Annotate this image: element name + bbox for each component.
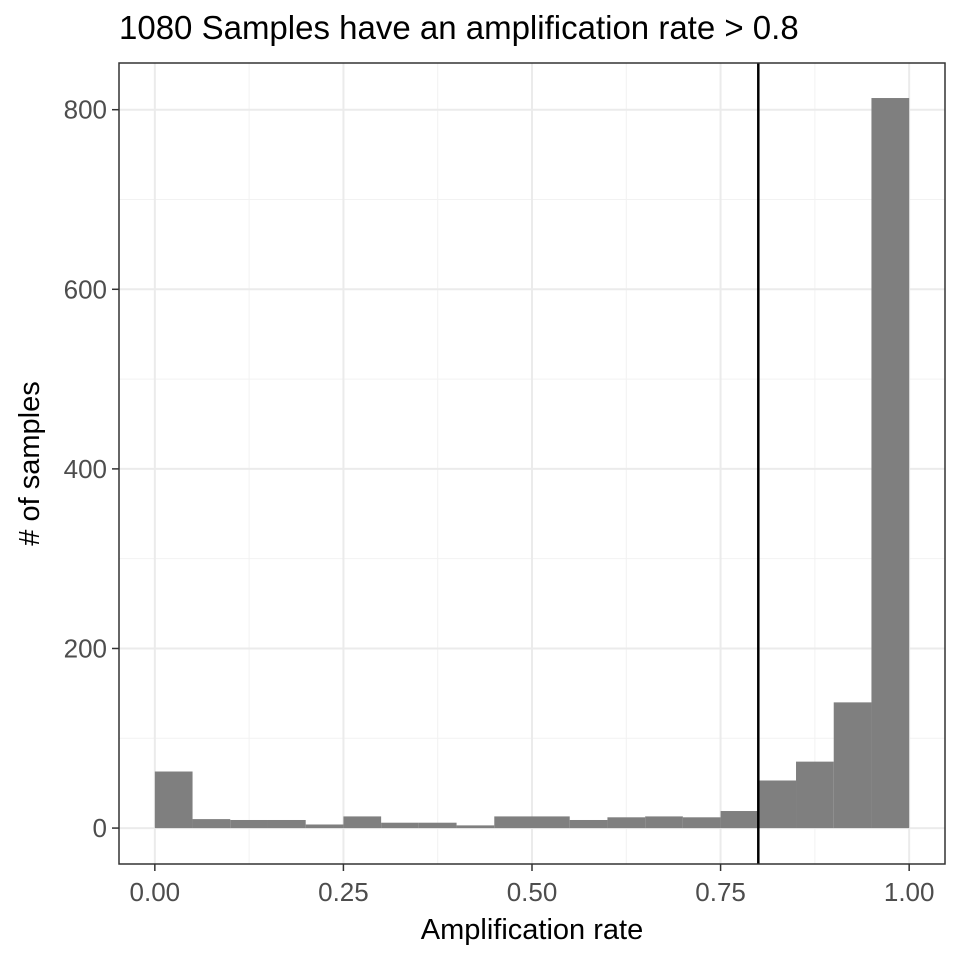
histogram-bar: [343, 816, 382, 829]
x-tick-label: 1.00: [884, 877, 935, 907]
histogram-bar: [456, 825, 495, 829]
histogram-bar: [720, 811, 759, 829]
chart-title: 1080 Samples have an amplification rate …: [119, 9, 799, 46]
x-axis-title: Amplification rate: [421, 914, 643, 946]
histogram-bar: [154, 771, 193, 829]
x-tick-label: 0.00: [130, 877, 181, 907]
x-tick-label: 0.75: [695, 877, 746, 907]
histogram-bar: [758, 780, 797, 829]
histogram-bar: [494, 816, 532, 829]
histogram-bar: [871, 98, 910, 829]
histogram-bar: [418, 822, 457, 829]
y-tick-label: 200: [64, 633, 107, 663]
histogram-bar: [305, 824, 344, 829]
x-tick-label: 0.25: [318, 877, 369, 907]
histogram-bar: [532, 816, 570, 829]
y-tick-label: 0: [93, 813, 107, 843]
histogram-bar: [381, 822, 419, 829]
histogram-bar: [833, 702, 872, 829]
histogram-bar: [607, 817, 646, 829]
histogram-bar: [569, 819, 608, 829]
histogram-bar: [267, 819, 306, 829]
y-tick-label: 800: [64, 95, 107, 125]
histogram-bar: [796, 761, 834, 829]
histogram-bar: [192, 819, 231, 829]
y-tick-label: 600: [64, 274, 107, 304]
histogram-bar: [645, 816, 683, 829]
histogram-bar: [682, 817, 721, 829]
x-tick-label: 0.50: [507, 877, 558, 907]
histogram-bar: [230, 819, 268, 829]
axes: 0.00 0.25 0.50 0.75 1.00 0 200 400 600 800: [64, 95, 935, 907]
y-axis-title: # of samples: [14, 381, 46, 545]
histogram-bars: [154, 98, 910, 829]
y-tick-label: 400: [64, 454, 107, 484]
